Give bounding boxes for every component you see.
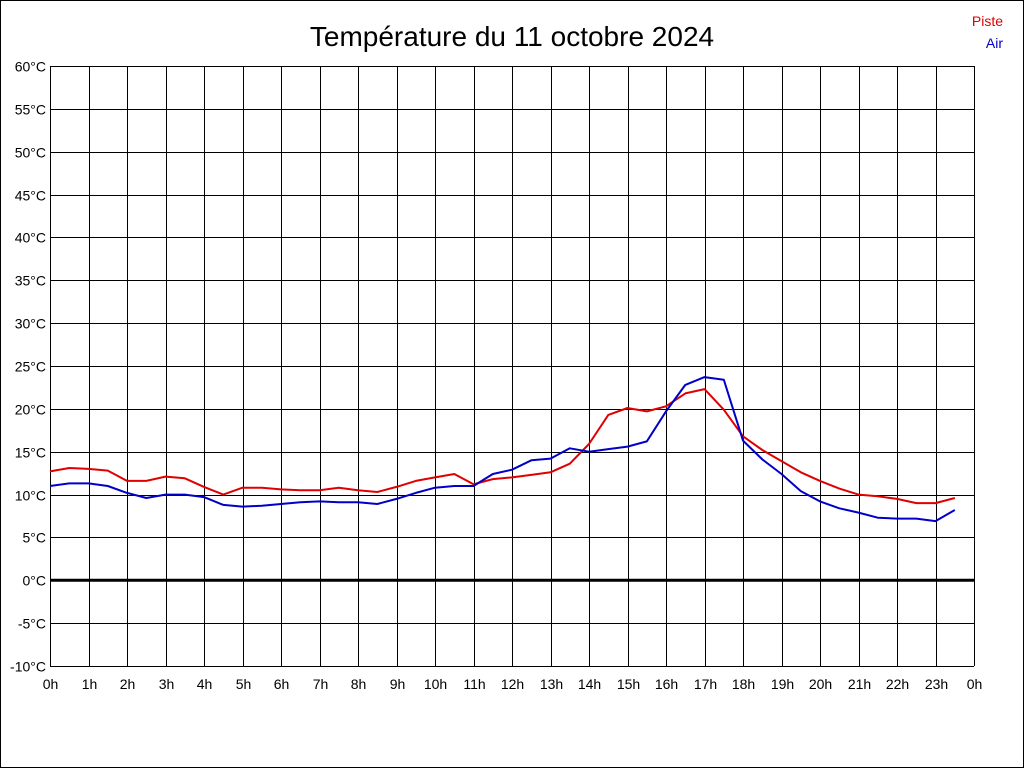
x-tick-label: 23h — [925, 676, 948, 692]
y-tick-label: 60°C — [15, 59, 46, 75]
x-tick-label: 13h — [540, 676, 563, 692]
x-tick-label: 11h — [463, 676, 485, 692]
x-tick-label: 8h — [351, 676, 367, 692]
x-axis-ticks: 0h 1h 2h 3h 4h 5h 6h 7h 8h 9h 10h 11h 12h 13h 14h 15h 16… — [43, 676, 983, 692]
x-tick-label: 18h — [732, 676, 755, 692]
x-tick-label: 20h — [809, 676, 832, 692]
legend-entry-air: Air — [986, 35, 1003, 51]
y-tick-label: 35°C — [15, 273, 46, 289]
y-axis-ticks: 60°C 55°C 50°C 45°C 40°C 35°C 30°C 25°C 20°C 15°C… — [10, 59, 46, 675]
x-tick-label: 16h — [655, 676, 678, 692]
y-tick-label: 55°C — [15, 102, 46, 118]
x-tick-label: 15h — [617, 676, 640, 692]
chart-title: Température du 11 octobre 2024 — [310, 21, 714, 52]
x-tick-label: 9h — [390, 676, 406, 692]
x-tick-label: 1h — [82, 676, 98, 692]
legend-entry-piste: Piste — [972, 13, 1003, 29]
y-tick-label: -10°C — [10, 659, 46, 675]
series-line-piste — [49, 388, 956, 505]
x-tick-label: 10h — [424, 676, 447, 692]
x-tick-label: 19h — [771, 676, 794, 692]
y-tick-label: 50°C — [15, 145, 46, 161]
y-tick-label: 0°C — [23, 573, 47, 589]
x-tick-label: 22h — [886, 676, 909, 692]
x-tick-label: 4h — [197, 676, 213, 692]
series-lines — [49, 376, 956, 523]
y-tick-label: 10°C — [15, 488, 46, 504]
x-tick-label: 3h — [159, 676, 175, 692]
y-tick-label: 20°C — [15, 402, 46, 418]
x-tick-label: 2h — [120, 676, 136, 692]
y-tick-label: 25°C — [15, 359, 46, 375]
x-tick-label: 6h — [274, 676, 290, 692]
y-tick-label: 15°C — [15, 445, 46, 461]
x-tick-label: 12h — [501, 676, 524, 692]
y-tick-label: 30°C — [15, 316, 46, 332]
y-tick-label: 45°C — [15, 188, 46, 204]
grid-lines — [50, 66, 975, 667]
x-tick-label: 0h — [967, 676, 983, 692]
y-tick-label: 5°C — [23, 530, 47, 546]
x-tick-label: 5h — [236, 676, 252, 692]
legend: Piste Air — [972, 13, 1003, 51]
x-tick-label: 17h — [694, 676, 717, 692]
x-tick-label: 14h — [578, 676, 601, 692]
series-line-air — [49, 376, 956, 523]
y-tick-label: 40°C — [15, 230, 46, 246]
x-tick-label: 21h — [848, 676, 871, 692]
x-tick-label: 7h — [313, 676, 329, 692]
y-tick-label: -5°C — [18, 616, 46, 632]
x-tick-label: 0h — [43, 676, 59, 692]
